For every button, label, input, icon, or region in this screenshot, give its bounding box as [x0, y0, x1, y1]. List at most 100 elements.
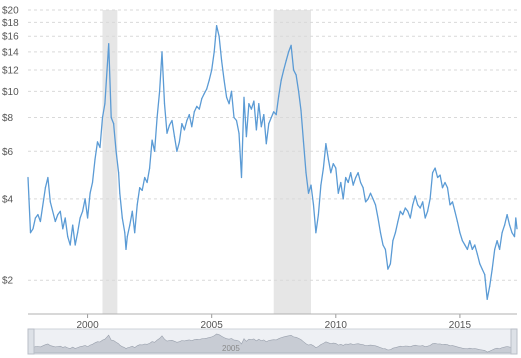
data-point — [191, 126, 193, 128]
data-point — [248, 103, 250, 105]
data-point — [67, 236, 69, 238]
data-point — [407, 210, 409, 212]
range-navigator[interactable]: 2005 — [27, 328, 518, 355]
data-point — [509, 224, 511, 226]
data-point — [136, 204, 138, 206]
data-point — [360, 181, 362, 184]
data-point — [270, 116, 272, 119]
y-tick-label-14: $14 — [2, 47, 19, 58]
data-point — [91, 181, 94, 184]
navigator-right-handle[interactable] — [510, 328, 518, 355]
recession-band-1 — [102, 10, 118, 314]
data-point — [273, 111, 275, 113]
data-point — [156, 116, 158, 119]
data-point — [352, 184, 354, 186]
data-point — [444, 181, 446, 184]
data-point — [417, 204, 419, 206]
data-point — [486, 298, 488, 300]
data-point — [226, 96, 228, 98]
data-point — [44, 187, 47, 189]
data-point — [424, 217, 426, 219]
data-point — [288, 51, 290, 53]
data-point — [218, 35, 220, 37]
data-point — [377, 217, 379, 219]
data-point — [476, 253, 478, 255]
y-tick-label-10: $10 — [2, 87, 19, 98]
data-point — [335, 167, 337, 169]
data-point — [399, 210, 401, 212]
navigator-left-handle[interactable] — [27, 328, 35, 355]
data-point — [29, 232, 32, 234]
data-point — [27, 176, 29, 179]
data-point — [437, 176, 439, 179]
data-point — [511, 232, 513, 234]
data-point — [244, 116, 246, 119]
x-tick-label-2015: 2015 — [449, 320, 472, 331]
data-point — [115, 150, 117, 152]
data-point — [362, 187, 364, 189]
data-point — [74, 244, 76, 246]
data-point — [62, 228, 64, 230]
data-point — [37, 214, 39, 216]
data-point — [243, 96, 245, 98]
data-point — [260, 126, 262, 128]
data-point — [131, 210, 133, 212]
data-point — [310, 184, 312, 186]
data-point — [456, 220, 458, 223]
data-point — [57, 214, 59, 216]
data-point — [466, 248, 468, 250]
data-point — [208, 79, 210, 81]
data-point — [168, 124, 171, 126]
data-point — [350, 172, 352, 174]
y-tick-label-2: $2 — [2, 276, 14, 287]
data-point — [110, 116, 112, 119]
data-point — [504, 224, 506, 226]
data-point — [496, 240, 498, 242]
data-point — [258, 103, 260, 105]
data-point — [79, 217, 81, 219]
data-point — [494, 248, 496, 250]
data-point — [34, 217, 37, 219]
data-point — [166, 132, 168, 134]
data-point — [230, 90, 233, 92]
data-point — [275, 114, 277, 116]
data-point — [298, 90, 300, 92]
data-point — [327, 158, 329, 160]
data-point — [320, 184, 322, 186]
data-point — [265, 143, 267, 145]
data-point — [213, 51, 215, 53]
data-point — [345, 176, 347, 179]
data-point — [181, 123, 183, 125]
data-point — [491, 268, 493, 270]
data-point — [171, 119, 173, 122]
data-point — [203, 93, 205, 95]
price-series — [27, 25, 518, 300]
data-point — [223, 79, 225, 81]
data-point — [72, 224, 74, 226]
y-tick-label-6: $6 — [2, 147, 14, 158]
data-point — [332, 163, 334, 165]
data-point — [293, 69, 295, 71]
data-point — [89, 192, 91, 194]
x-tick-label-2005: 2005 — [201, 320, 224, 331]
data-point — [32, 228, 34, 230]
data-point — [176, 150, 178, 152]
data-point — [479, 263, 481, 265]
data-point — [305, 172, 307, 174]
data-point — [382, 244, 384, 246]
data-point — [186, 119, 188, 122]
data-point — [312, 204, 315, 206]
data-point — [126, 236, 128, 238]
data-point — [154, 150, 156, 152]
x-tick-label-2010: 2010 — [325, 320, 348, 331]
data-point — [355, 176, 357, 179]
data-point — [39, 220, 42, 223]
data-point — [193, 111, 195, 113]
data-point — [464, 244, 466, 246]
data-point — [221, 60, 223, 62]
gridlines — [28, 9, 517, 281]
data-point — [250, 108, 252, 110]
data-point — [82, 210, 84, 212]
price-line-1 — [27, 25, 518, 300]
